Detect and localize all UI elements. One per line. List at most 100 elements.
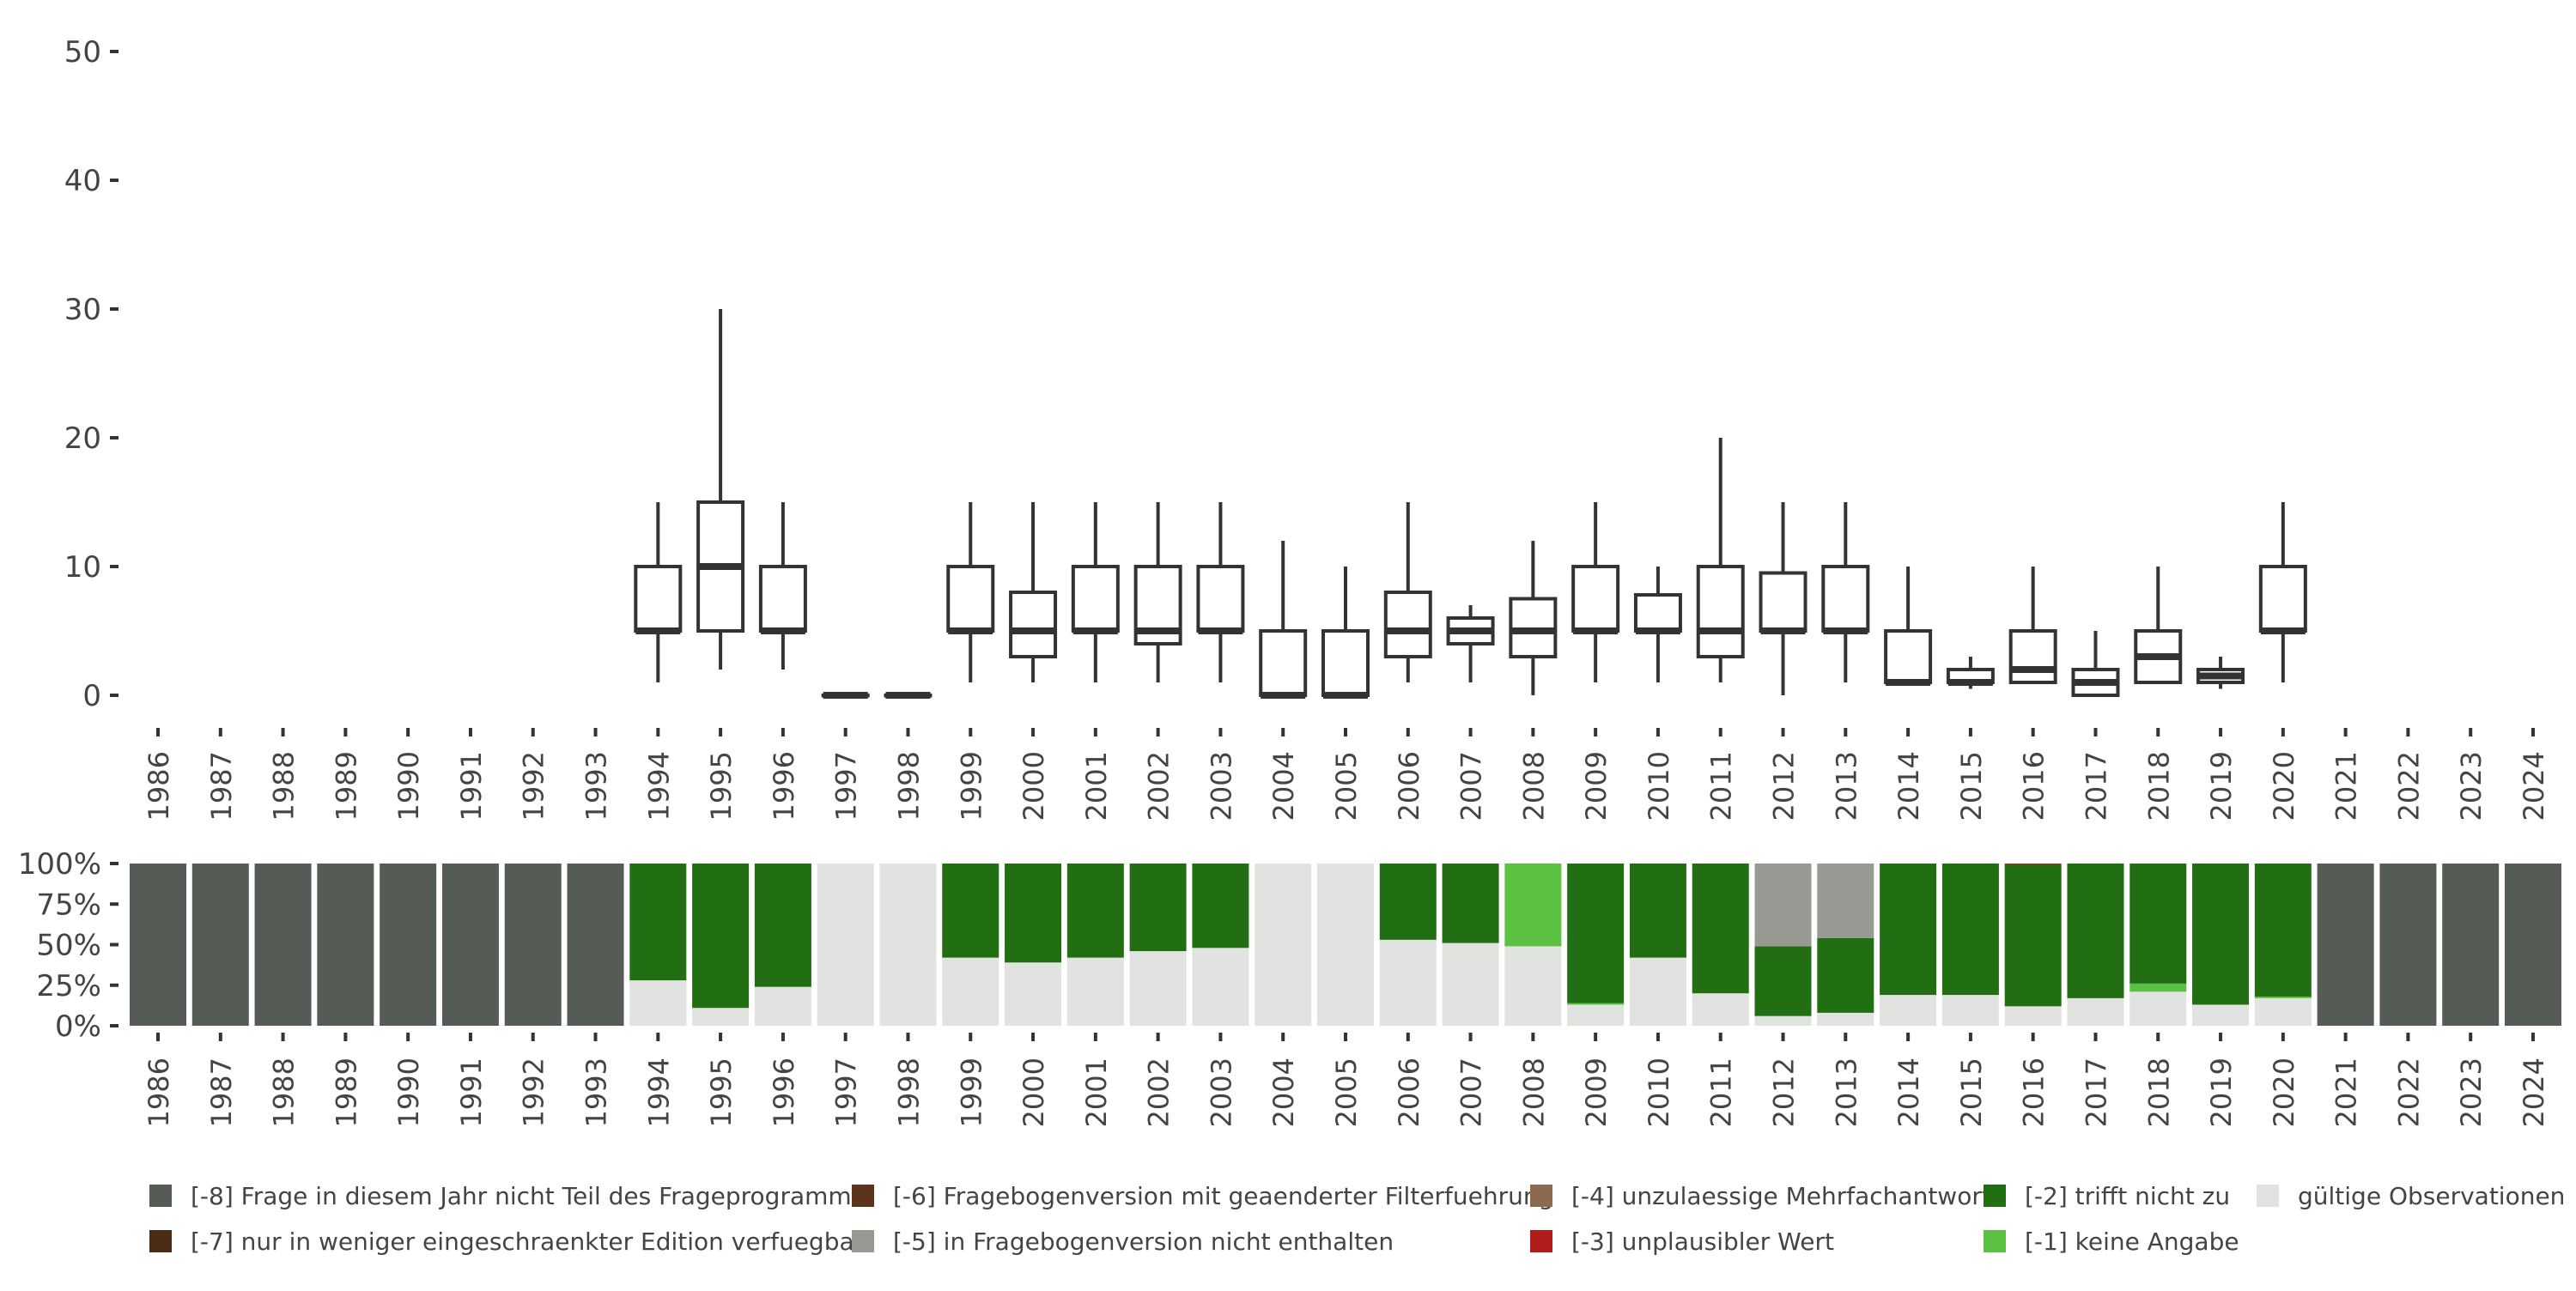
bar-x-tick-label-2016: 2016 <box>2018 1058 2050 1127</box>
bar-x-tick-label-2002: 2002 <box>1143 1058 1176 1127</box>
x-tick-label-2014: 2014 <box>1893 751 1925 821</box>
bar-x-tick-label-1993: 1993 <box>580 1058 613 1127</box>
bar-segment-2003-m2 <box>1192 864 1249 949</box>
bar-x-tick-label-1992: 1992 <box>518 1058 550 1127</box>
legend-swatch-m6 <box>852 1185 874 1207</box>
bar-segment-2021-m8 <box>2317 864 2374 1026</box>
legend-label-m5: [-5] in Fragebogenversion nicht enthalte… <box>893 1227 1394 1256</box>
bar-segment-2002-valid <box>1129 951 1187 1026</box>
box-2003 <box>1196 565 1245 633</box>
bar-x-tick-label-2014: 2014 <box>1893 1058 1925 1127</box>
bar-segment-2024-m8 <box>2505 864 2561 1026</box>
box-2013 <box>1821 565 1870 633</box>
x-tick-label-2018: 2018 <box>2142 751 2175 821</box>
legend: [-8] Frage in diesem Jahr nicht Teil des… <box>149 1182 2565 1256</box>
bar-x-tick-label-2019: 2019 <box>2205 1058 2238 1127</box>
x-tick-label-1995: 1995 <box>705 751 738 821</box>
legend-swatch-m3 <box>1530 1230 1552 1252</box>
legend-swatch-valid <box>2257 1185 2279 1207</box>
bar-segment-2008-valid <box>1504 946 1562 1026</box>
bar-x-tick-label-2011: 2011 <box>1705 1058 1738 1127</box>
x-tick-label-2019: 2019 <box>2205 751 2238 821</box>
bar-x-tick-label-1995: 1995 <box>705 1058 738 1127</box>
bar-x-tick-label-2024: 2024 <box>2518 1058 2550 1127</box>
bar-segment-2009-m1 <box>1567 1003 1625 1005</box>
legend-label-m6: [-6] Fragebogenversion mit geaenderter F… <box>893 1182 1553 1210</box>
bar-y-tick-label-75: 75% <box>36 888 101 922</box>
y-tick-label-10: 10 <box>64 550 101 585</box>
bar-segment-2007-valid <box>1442 942 1499 1026</box>
y-tick-label-0: 0 <box>82 679 101 713</box>
bar-segment-2009-m2 <box>1567 864 1625 1003</box>
bar-segment-1994-m2 <box>629 864 687 981</box>
bar-x-tick-label-2020: 2020 <box>2268 1058 2300 1127</box>
box-2012 <box>1759 571 1807 633</box>
bar-segment-2013-valid <box>1817 1012 1874 1026</box>
bar-x-tick-label-2008: 2008 <box>1517 1058 1550 1127</box>
y-tick-label-30: 30 <box>64 293 101 327</box>
box-2020 <box>2258 565 2307 633</box>
box-1994 <box>634 565 683 633</box>
legend-label-m8: [-8] Frage in diesem Jahr nicht Teil des… <box>191 1182 864 1210</box>
bar-segment-2010-valid <box>1629 957 1686 1026</box>
x-tick-label-2008: 2008 <box>1517 751 1550 821</box>
x-tick-label-2000: 2000 <box>1018 751 1050 821</box>
bar-segment-1991-m8 <box>441 864 499 1026</box>
x-tick-label-2024: 2024 <box>2518 751 2550 821</box>
bar-y-tick-label-0: 0% <box>55 1009 101 1044</box>
bar-segment-2011-m2 <box>1692 864 1749 994</box>
bar-segment-2016-m2 <box>2004 864 2062 1007</box>
x-tick-label-2020: 2020 <box>2268 751 2300 821</box>
bar-segment-1999-valid <box>942 957 999 1026</box>
x-tick-label-2021: 2021 <box>2330 751 2363 821</box>
bar-y-tick-label-100: 100% <box>18 847 101 882</box>
box-2000 <box>1009 591 1058 658</box>
bar-x-tick-label-2015: 2015 <box>1955 1058 1988 1127</box>
bar-segment-2014-valid <box>1880 995 1937 1026</box>
bar-x-tick-label-2004: 2004 <box>1267 1058 1300 1127</box>
legend-label-m2: [-2] trifft nicht zu <box>2025 1182 2230 1210</box>
bar-segment-2023-m8 <box>2442 864 2500 1026</box>
bar-segment-2017-m2 <box>2067 864 2124 998</box>
x-tick-label-2022: 2022 <box>2392 751 2425 821</box>
box-2004 <box>1259 629 1308 697</box>
bar-x-tick-label-2007: 2007 <box>1455 1058 1488 1127</box>
y-tick-label-40: 40 <box>64 164 101 198</box>
bar-x-tick-label-1998: 1998 <box>892 1058 925 1127</box>
bar-segment-2006-valid <box>1379 939 1437 1026</box>
bar-segment-2000-valid <box>1005 962 1062 1026</box>
box-1999 <box>946 565 995 633</box>
bar-segment-1986-m8 <box>130 864 186 1026</box>
bar-segment-2014-m2 <box>1880 864 1937 996</box>
bar-x-tick-label-2000: 2000 <box>1018 1058 1050 1127</box>
legend-swatch-m4 <box>1530 1185 1552 1207</box>
legend-label-valid: gültige Observationen <box>2298 1182 2565 1210</box>
x-tick-label-1996: 1996 <box>768 751 800 821</box>
x-tick-label-1999: 1999 <box>955 751 987 821</box>
bar-segment-2011-valid <box>1692 993 1749 1026</box>
bar-segment-2003-valid <box>1192 948 1249 1026</box>
bar-segment-2020-m2 <box>2254 864 2312 997</box>
bar-y-tick-label-25: 25% <box>36 969 101 1003</box>
bar-x-tick-label-1996: 1996 <box>768 1058 800 1127</box>
y-tick-label-50: 50 <box>64 35 101 70</box>
bar-x-tick-label-1997: 1997 <box>830 1058 863 1127</box>
legend-label-m7: [-7] nur in weniger eingeschraenkter Edi… <box>191 1227 865 1256</box>
bar-segment-2018-m1 <box>2129 983 2187 992</box>
bar-segment-2016-valid <box>2004 1006 2062 1026</box>
x-tick-label-2011: 2011 <box>1705 751 1738 821</box>
bar-segment-2013-m5 <box>1817 864 1874 938</box>
x-tick-label-2016: 2016 <box>2018 751 2050 821</box>
bar-x-tick-label-2021: 2021 <box>2330 1058 2363 1127</box>
bar-x-tick-label-1999: 1999 <box>955 1058 987 1127</box>
x-tick-label-1993: 1993 <box>580 751 613 821</box>
bar-segment-1995-valid <box>692 1008 750 1026</box>
bar-segment-1999-m2 <box>942 864 999 958</box>
legend-label-m3: [-3] unplausibler Wert <box>1571 1227 1834 1256</box>
bar-segment-2022-m8 <box>2379 864 2437 1026</box>
bar-x-tick-label-2009: 2009 <box>1580 1058 1613 1127</box>
bar-segment-2008-m1 <box>1504 864 1562 947</box>
bar-segment-1997-valid <box>817 864 874 1026</box>
bar-x-tick-label-2023: 2023 <box>2455 1058 2488 1127</box>
